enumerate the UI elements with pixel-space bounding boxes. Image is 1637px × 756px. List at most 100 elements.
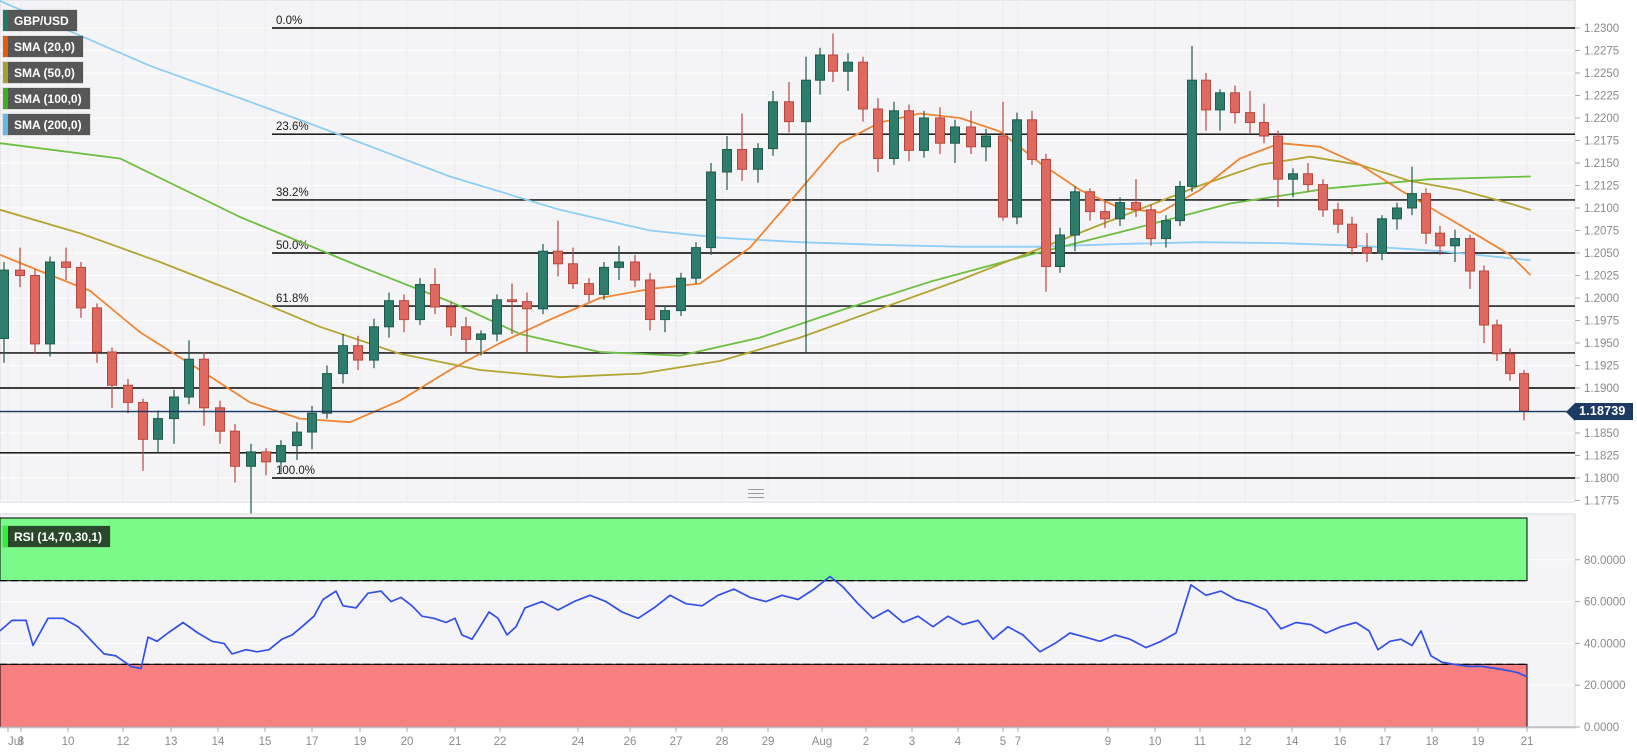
svg-text:8: 8 — [18, 736, 24, 748]
main-panel-background — [0, 0, 1576, 503]
rsi-color-bar — [3, 526, 8, 547]
svg-text:1.1850: 1.1850 — [1584, 428, 1619, 440]
svg-text:Aug: Aug — [812, 736, 832, 748]
svg-text:1.2225: 1.2225 — [1584, 91, 1619, 103]
svg-text:5: 5 — [1000, 736, 1006, 748]
svg-text:12: 12 — [1239, 736, 1252, 748]
sma100-label: SMA (100,0) — [8, 88, 90, 109]
svg-text:28: 28 — [716, 736, 729, 748]
svg-text:1.2200: 1.2200 — [1584, 113, 1619, 125]
svg-text:11: 11 — [1194, 736, 1206, 748]
candles-layer — [0, 33, 1529, 514]
rsi-zones — [0, 517, 1528, 728]
legend-sma200[interactable]: SMA (200,0) — [3, 114, 90, 135]
svg-text:29: 29 — [762, 736, 775, 748]
svg-text:17: 17 — [306, 736, 319, 748]
svg-text:80.0000: 80.0000 — [1584, 555, 1626, 567]
svg-text:22: 22 — [494, 736, 507, 748]
symbol-color-bar — [3, 10, 8, 31]
legend-sma100[interactable]: SMA (100,0) — [3, 88, 90, 109]
svg-text:1.2300: 1.2300 — [1584, 23, 1619, 35]
svg-text:1.1900: 1.1900 — [1584, 383, 1619, 395]
svg-text:38.2%: 38.2% — [276, 187, 309, 199]
svg-text:10: 10 — [62, 736, 75, 748]
svg-text:1.2025: 1.2025 — [1584, 271, 1619, 283]
svg-text:2: 2 — [863, 736, 869, 748]
svg-text:27: 27 — [670, 736, 683, 748]
price-arrow-icon — [1566, 402, 1575, 421]
svg-text:1.1775: 1.1775 — [1584, 496, 1619, 508]
svg-text:61.8%: 61.8% — [276, 293, 309, 305]
svg-text:50.0%: 50.0% — [276, 240, 309, 252]
main-price-axis: 1.2300 1.2275 1.2250 1.2225 1.2200 1.2175 1.21… — [1575, 23, 1619, 508]
svg-text:15: 15 — [259, 736, 272, 748]
svg-text:40.0000: 40.0000 — [1584, 638, 1626, 650]
svg-text:10: 10 — [1149, 736, 1162, 748]
svg-text:1.1800: 1.1800 — [1584, 473, 1619, 485]
svg-text:12: 12 — [117, 736, 130, 748]
svg-text:20.0000: 20.0000 — [1584, 680, 1626, 692]
legend-sma20[interactable]: SMA (20,0) — [3, 36, 83, 57]
sma50-line — [0, 155, 1531, 379]
sma100-color-bar — [3, 88, 8, 109]
symbol-label: GBP/USD — [8, 10, 77, 31]
svg-text:1.2100: 1.2100 — [1584, 203, 1619, 215]
svg-text:1.2275: 1.2275 — [1584, 46, 1619, 58]
svg-text:1.2175: 1.2175 — [1584, 136, 1619, 148]
rsi-indicator-badge[interactable]: RSI (14,70,30,1) — [3, 526, 111, 547]
svg-text:21: 21 — [449, 736, 462, 748]
sma20-label: SMA (20,0) — [8, 36, 83, 57]
svg-text:20: 20 — [401, 736, 414, 748]
svg-text:1.2050: 1.2050 — [1584, 248, 1619, 260]
svg-text:26: 26 — [624, 736, 637, 748]
svg-text:7: 7 — [1015, 736, 1021, 748]
rsi-line — [0, 575, 1528, 678]
sma100-line — [0, 142, 1531, 357]
rsi-label: RSI (14,70,30,1) — [8, 526, 111, 547]
svg-text:23.6%: 23.6% — [276, 121, 309, 133]
main-grid — [0, 27, 1575, 501]
sma50-label: SMA (50,0) — [8, 62, 83, 83]
svg-text:60.0000: 60.0000 — [1584, 597, 1626, 609]
svg-text:1.2075: 1.2075 — [1584, 226, 1619, 238]
svg-text:4: 4 — [955, 736, 962, 748]
svg-text:21: 21 — [1521, 736, 1534, 748]
svg-text:Jul: Jul — [8, 736, 23, 748]
legend-sma50[interactable]: SMA (50,0) — [3, 62, 83, 83]
svg-text:24: 24 — [572, 736, 585, 748]
svg-text:14: 14 — [212, 736, 225, 748]
svg-text:1.2250: 1.2250 — [1584, 68, 1619, 80]
svg-text:0.0%: 0.0% — [276, 15, 302, 27]
svg-text:16: 16 — [1334, 736, 1347, 748]
svg-text:17: 17 — [1379, 736, 1392, 748]
svg-text:1.1925: 1.1925 — [1584, 361, 1619, 373]
svg-text:1.2125: 1.2125 — [1584, 181, 1619, 193]
svg-text:0.0000: 0.0000 — [1584, 722, 1619, 734]
svg-text:14: 14 — [1286, 736, 1299, 748]
sma200-line — [0, 0, 1531, 262]
svg-text:1.2150: 1.2150 — [1584, 158, 1619, 170]
sma20-color-bar — [3, 36, 8, 57]
sma20-line — [0, 112, 1531, 424]
last-price-value: 1.18739 — [1575, 403, 1633, 420]
svg-text:1.1975: 1.1975 — [1584, 316, 1619, 328]
svg-text:18: 18 — [1426, 736, 1439, 748]
sma200-label: SMA (200,0) — [8, 114, 90, 135]
svg-text:9: 9 — [1105, 736, 1111, 748]
svg-text:3: 3 — [909, 736, 915, 748]
svg-text:100.0%: 100.0% — [276, 465, 315, 477]
svg-text:19: 19 — [1472, 736, 1485, 748]
svg-text:1.1825: 1.1825 — [1584, 451, 1619, 463]
sma50-color-bar — [3, 62, 8, 83]
symbol-badge[interactable]: GBP/USD — [3, 10, 77, 31]
sma200-color-bar — [3, 114, 8, 135]
panel-resize-handle[interactable] — [748, 489, 764, 498]
svg-text:1.1950: 1.1950 — [1584, 338, 1619, 350]
svg-text:13: 13 — [165, 736, 178, 748]
svg-text:1.2000: 1.2000 — [1584, 293, 1619, 305]
rsi-value-axis: 80.0000 60.0000 40.0000 20.0000 0.0000 — [1575, 555, 1626, 734]
svg-text:19: 19 — [354, 736, 367, 748]
